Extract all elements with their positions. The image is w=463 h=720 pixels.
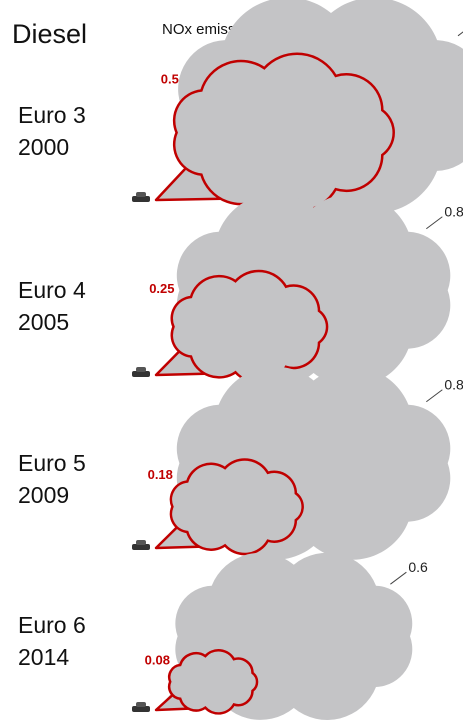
chart-title: Diesel <box>12 19 87 49</box>
limit-cloud <box>167 649 259 715</box>
car <box>132 706 150 712</box>
leader-line <box>457 31 463 37</box>
year-label: 2005 <box>18 309 69 335</box>
car <box>132 544 150 550</box>
year-label: 2009 <box>18 482 69 508</box>
category-label: Euro 3 <box>18 102 86 128</box>
category-label: Euro 6 <box>18 612 86 638</box>
car-roof <box>136 540 146 545</box>
limit-cloud <box>172 52 395 213</box>
value-label: 0.08 <box>145 652 170 667</box>
car-roof <box>136 367 146 372</box>
value-label: 0.8 <box>444 376 463 392</box>
category-label: Euro 4 <box>18 277 86 303</box>
category-label: Euro 5 <box>18 450 86 476</box>
value-label: 0.25 <box>149 281 174 296</box>
car <box>132 196 150 202</box>
year-label: 2014 <box>18 644 69 670</box>
car-roof <box>136 702 146 707</box>
limit-cloud <box>169 458 304 556</box>
value-label: 0.8 <box>444 203 463 219</box>
leader-line <box>426 389 443 403</box>
car-roof <box>136 192 146 197</box>
value-label: 0.5 <box>161 72 179 87</box>
value-label: 0.18 <box>148 467 173 482</box>
limit-cloud <box>170 269 329 384</box>
car <box>132 371 150 377</box>
leader-line <box>426 216 443 230</box>
year-label: 2000 <box>18 134 69 160</box>
leader-line <box>390 571 407 585</box>
value-label: 0.6 <box>408 559 428 575</box>
